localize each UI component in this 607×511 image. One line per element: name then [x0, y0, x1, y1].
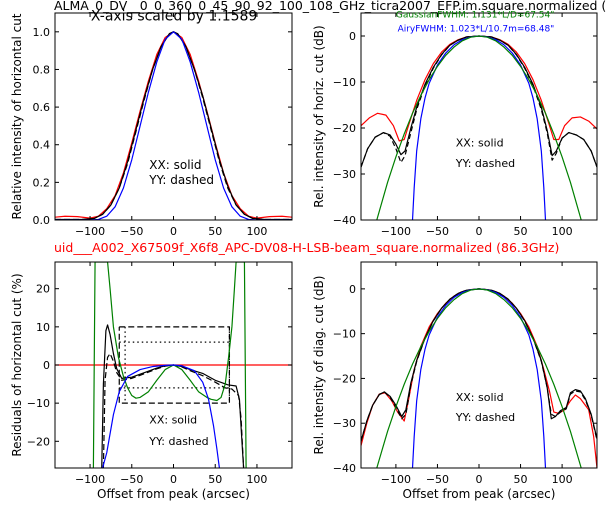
- x-tick-label: 0: [170, 225, 177, 238]
- x-tick-label: 100: [552, 225, 573, 238]
- x-tick-label: −50: [120, 473, 143, 486]
- y-tick-label: 0: [349, 30, 356, 43]
- annotation-text: YY: dashed: [148, 173, 214, 187]
- series-group: [55, 262, 292, 468]
- figure-top-title: ALMA_0_DV__0_0_360_0_45_90_92_100_108_GH…: [54, 0, 606, 13]
- y-tick-label: 0: [43, 359, 50, 372]
- x-tick-label: −50: [426, 473, 449, 486]
- y-axis-label: Relative intensity of horizontal cut: [10, 13, 24, 219]
- x-axis-label: Offset from peak (arcsec): [403, 487, 556, 501]
- x-tick-label: −100: [75, 473, 105, 486]
- y-tick-label: 0.8: [33, 63, 51, 76]
- x-tick-label: 100: [552, 473, 573, 486]
- series-line-9: [101, 364, 220, 468]
- x-tick-label: 50: [208, 225, 222, 238]
- annotation-text: YY: dashed: [455, 157, 515, 170]
- x-tick-label: −50: [120, 225, 143, 238]
- series-group: [361, 35, 597, 220]
- y-tick-label: 0.6: [33, 101, 51, 114]
- x-tick-label: 0: [476, 225, 483, 238]
- y-tick-label: −20: [333, 372, 356, 385]
- x-tick-label: −100: [381, 473, 411, 486]
- x-tick-label: 0: [170, 473, 177, 486]
- x-tick-label: 50: [514, 225, 528, 238]
- annotation-text: YY: dashed: [148, 435, 208, 448]
- y-tick-label: 20: [36, 283, 50, 296]
- y-tick-label: −10: [333, 328, 356, 341]
- y-tick-label: 10: [36, 321, 50, 334]
- series-line-1: [118, 326, 231, 404]
- y-tick-label: 0: [349, 283, 356, 296]
- x-tick-label: 0: [476, 473, 483, 486]
- y-tick-label: −10: [333, 76, 356, 89]
- x-tick-label: −100: [75, 225, 105, 238]
- series-line-7: [102, 352, 245, 468]
- annotation-text: YY: dashed: [455, 411, 515, 424]
- series-group: [55, 31, 292, 220]
- series-group: [361, 288, 597, 468]
- figure-mid-title: uid___A002_X67509f_X6f8_APC-DV08-H-LSB-b…: [54, 240, 559, 255]
- y-axis-label: Residuals of horizontal cut (%): [10, 273, 24, 456]
- y-tick-label: −10: [27, 397, 50, 410]
- x-tick-label: −50: [426, 225, 449, 238]
- series-line-4: [376, 288, 582, 468]
- y-tick-label: −20: [27, 435, 50, 448]
- chart-panel-tl: −100 −50 0 50 100 0.0 0.2 0.4 0.6 0.8 1.0 Relative …: [10, 9, 293, 238]
- annotation-text: XX: solid: [149, 413, 197, 426]
- x-tick-label: 100: [246, 473, 267, 486]
- x-tick-label: 50: [208, 473, 222, 486]
- y-tick-label: −40: [333, 214, 356, 227]
- y-tick-label: −30: [333, 168, 356, 181]
- chart-panel-br: −100 −50 0 50 100 0 −10 −20 −30 −40 Rel. intensity…: [312, 261, 598, 501]
- y-tick-label: 0.4: [33, 139, 51, 152]
- chart-panel-tr: −100 −50 0 50 100 0 −10 −20 −30 −40 Rel. intensity…: [312, 11, 598, 238]
- y-axis-label: Rel. intensity of diag. cut (dB): [312, 276, 326, 455]
- annotation-text: XX: solid: [456, 391, 504, 404]
- x-tick-label: 50: [514, 473, 528, 486]
- x-tick-label: 100: [246, 225, 267, 238]
- x-tick-label: −100: [381, 225, 411, 238]
- annotation-text: AiryFWHM: 1.023*L/10.7m=68.48": [398, 24, 555, 34]
- y-axis-label: Rel. intensity of horiz. cut (dB): [312, 25, 326, 207]
- series-line-3: [55, 31, 292, 220]
- y-tick-label: −30: [333, 417, 356, 430]
- y-tick-label: 0.2: [33, 176, 51, 189]
- series-line-4: [376, 35, 582, 220]
- annotation-text: GaussianFWHM: 1.131*L/D=67.54": [396, 11, 554, 21]
- x-axis-label: Offset from peak (arcsec): [97, 487, 250, 501]
- y-tick-label: −20: [333, 122, 356, 135]
- y-tick-label: 0.0: [33, 214, 51, 227]
- y-tick-label: −40: [333, 462, 356, 475]
- annotation-text: XX: solid: [456, 136, 504, 149]
- panels-group: −100 −50 0 50 1000.00.20.40.60.81.0Relative …: [10, 9, 598, 501]
- annotation-text: X-axis scaled by 1.1589: [91, 9, 257, 25]
- y-tick-label: 1.0: [33, 26, 51, 39]
- series-line-6: [101, 324, 245, 468]
- annotation-text: XX: solid: [149, 158, 201, 172]
